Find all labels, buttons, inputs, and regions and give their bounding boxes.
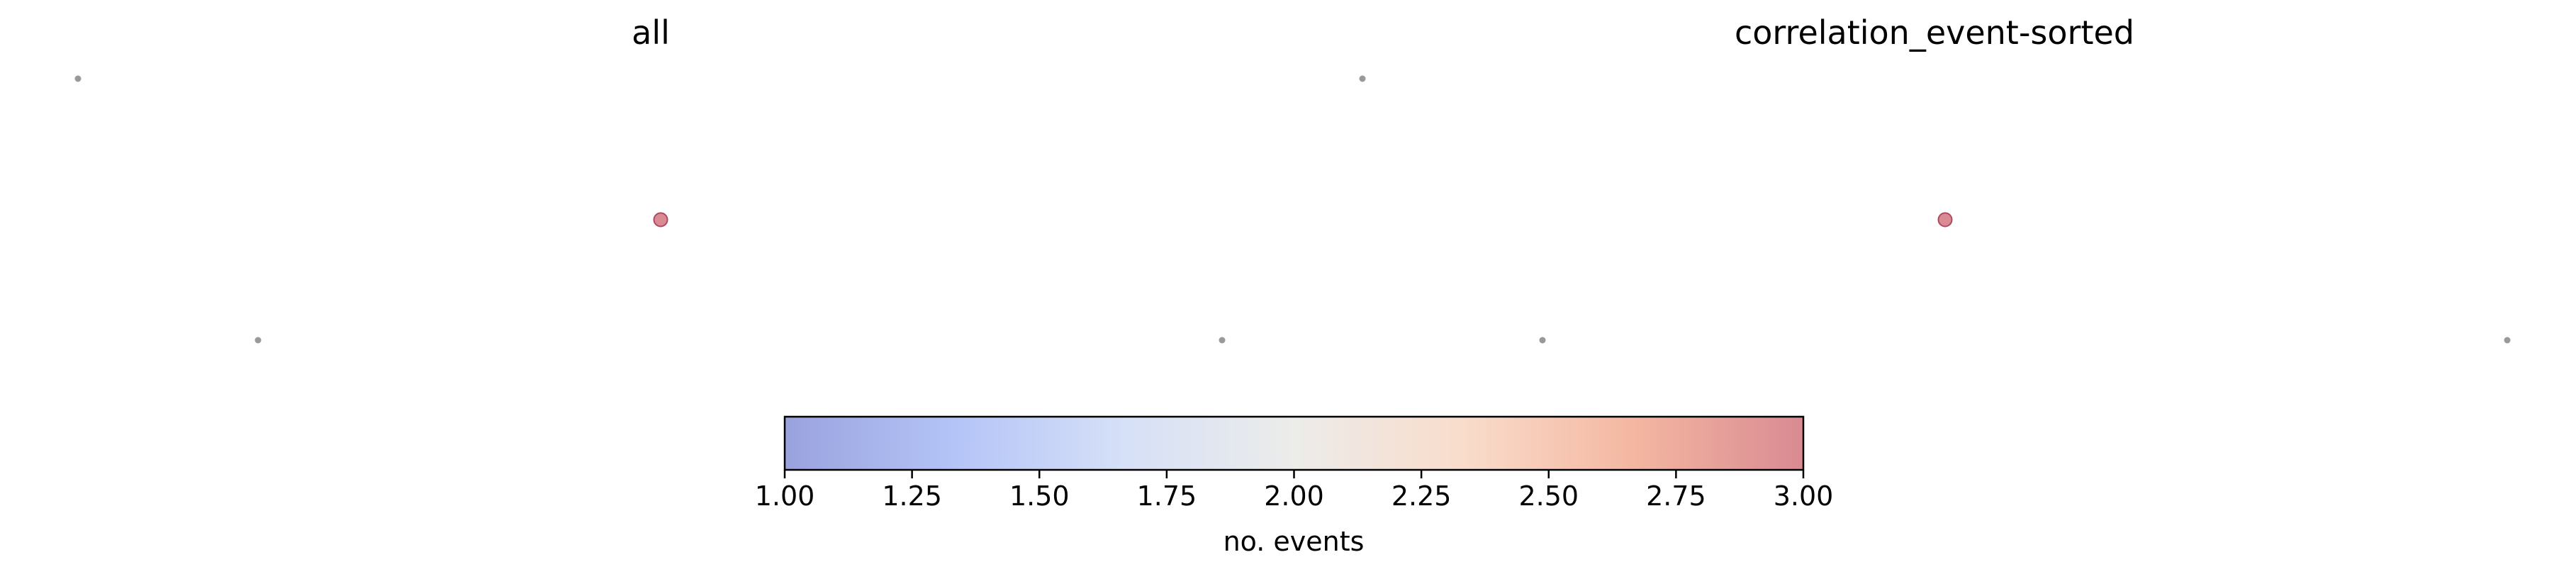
colorbar-ticks: 1.00 1.25 1.50 1.75 2.00 2.25 2.50 2.75 3.00 [755,470,1834,512]
panel-correlation: correlation_event-sorted [1359,13,2511,344]
colorbar-tick-label: 2.75 [1646,480,1706,512]
panel-all: all [74,13,1226,344]
colorbar: 1.00 1.25 1.50 1.75 2.00 2.25 2.50 2.75 3.00 no.… [755,415,1834,557]
scatter-point [1219,337,1226,344]
colorbar-tick-label: 1.25 [882,480,942,512]
colorbar-tick-label: 2.00 [1264,480,1324,512]
scatter-point [1539,337,1546,344]
colorbar-label: no. events [1223,526,1365,557]
panel-title-correlation: correlation_event-sorted [1735,13,2134,52]
colorbar-tick-label: 2.50 [1518,480,1579,512]
colorbar-tick-label: 1.75 [1137,480,1197,512]
scatter-point [1937,212,1953,227]
colorbar-tick-label: 1.00 [755,480,815,512]
scatter-point [254,337,262,344]
colorbar-tick-label: 2.25 [1391,480,1452,512]
colorbar-tick-label: 1.50 [1009,480,1070,512]
colorbar-gradient [783,415,1805,471]
panel-points-all [74,75,1226,344]
scatter-point [653,212,668,227]
colorbar-tick-label: 3.00 [1774,480,1834,512]
scatter-point [74,75,82,82]
panel-points-correlation [1359,75,2511,344]
scatter-point [2504,337,2511,344]
panel-title-all: all [632,13,670,52]
scatter-point [1359,75,1366,82]
